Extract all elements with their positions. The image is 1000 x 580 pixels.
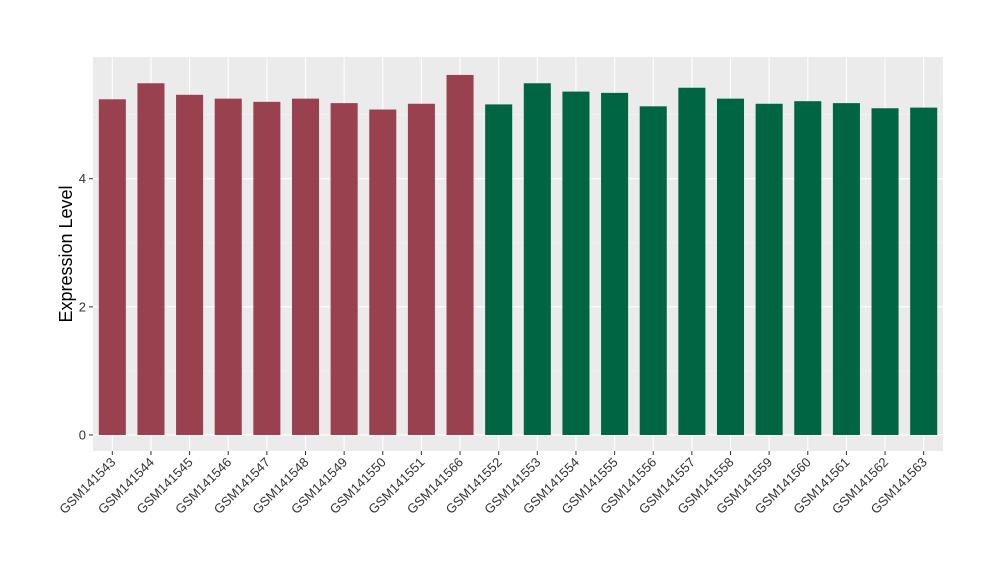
bar-GSM141558 xyxy=(716,98,745,435)
bar-GSM141566 xyxy=(446,74,474,435)
bar-GSM141551 xyxy=(407,103,435,435)
bar-GSM141549 xyxy=(330,103,358,435)
bar-GSM141546 xyxy=(214,98,242,435)
bar-GSM141557 xyxy=(678,87,706,435)
bar-GSM141552 xyxy=(485,104,513,435)
bar-GSM141555 xyxy=(601,92,629,435)
bar-GSM141559 xyxy=(755,103,783,435)
bar-GSM141543 xyxy=(98,99,126,435)
bar-GSM141562 xyxy=(871,108,899,435)
bar-GSM141553 xyxy=(523,83,551,435)
y-tick-label: 4 xyxy=(79,171,86,186)
y-axis: 0 2 4 xyxy=(79,171,93,442)
y-tick-label: 0 xyxy=(79,427,86,442)
bars xyxy=(98,74,938,435)
bar-GSM141563 xyxy=(910,107,938,435)
bar-GSM141545 xyxy=(176,94,204,435)
y-axis-title: Expression Level xyxy=(56,185,76,322)
bar-GSM141554 xyxy=(562,91,590,435)
bar-GSM141556 xyxy=(639,106,667,435)
bar-GSM141560 xyxy=(794,101,822,435)
bar-GSM141550 xyxy=(369,109,397,435)
bar-GSM141548 xyxy=(291,98,320,435)
x-axis: GSM141543GSM141544GSM141545GSM141546GSM1… xyxy=(56,451,930,517)
bar-GSM141547 xyxy=(253,101,281,435)
bar-GSM141544 xyxy=(137,83,165,435)
y-tick-label: 2 xyxy=(79,299,86,314)
bar-GSM141561 xyxy=(832,103,860,435)
